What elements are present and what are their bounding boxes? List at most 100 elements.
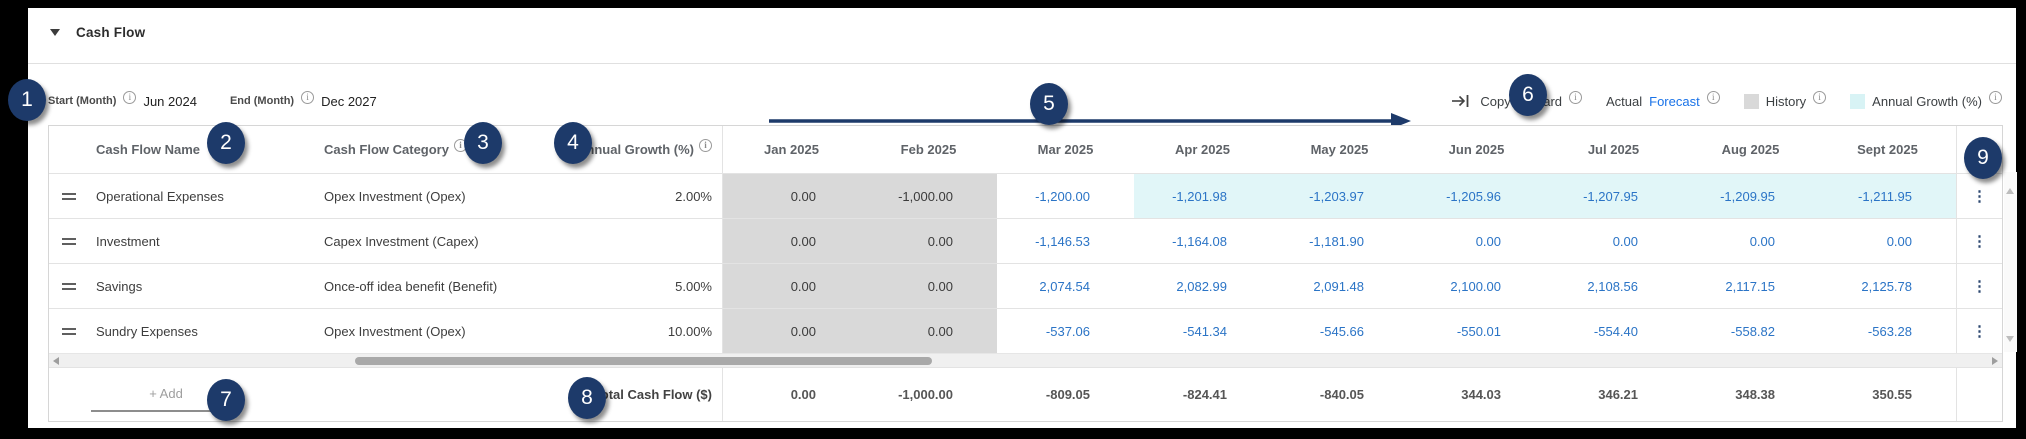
info-icon[interactable]: [123, 90, 137, 104]
drag-handle-icon[interactable]: [62, 282, 76, 290]
month-column-header: Jan 2025: [764, 142, 819, 157]
category-header-label: Cash Flow Category: [324, 142, 449, 157]
month-column-header: Mar 2025: [1037, 142, 1094, 157]
value-cell[interactable]: -563.28: [1867, 323, 1912, 339]
value-cell[interactable]: 2,108.56: [1587, 278, 1638, 294]
cash-flow-category-cell[interactable]: Capex Investment (Capex): [324, 233, 479, 249]
month-column-header: Sept 2025: [1857, 142, 1918, 157]
cash-flow-panel: Cash Flow Start (Month) Jun 2024 End (Mo…: [8, 8, 2017, 428]
scroll-up-arrow-icon[interactable]: [2006, 188, 2014, 194]
info-icon[interactable]: [1813, 90, 1827, 104]
value-cell[interactable]: -1,207.95: [1545, 174, 1682, 218]
value-cell[interactable]: -554.40: [1593, 323, 1638, 339]
value-cell[interactable]: 2,125.78: [1861, 278, 1912, 294]
value-cell[interactable]: 2,100.00: [1450, 278, 1501, 294]
value-cell[interactable]: -1,146.53: [1035, 233, 1090, 249]
growth-header-label: Annual Growth (%): [577, 142, 694, 157]
month-column-header: Jul 2025: [1587, 142, 1640, 157]
cash-flow-table: Cash Flow Name Cash Flow Category Annual…: [48, 125, 2003, 422]
add-cash-flow-button[interactable]: + Add: [91, 378, 241, 412]
kebab-icon[interactable]: [1972, 324, 1987, 339]
history-swatch: [1743, 93, 1759, 109]
annotation-badge-6: 6: [1509, 74, 1547, 116]
value-cell[interactable]: -545.66: [1319, 323, 1364, 339]
annual-growth-cell[interactable]: 10.00%: [571, 309, 723, 353]
value-cell[interactable]: -550.01: [1456, 323, 1501, 339]
month-column-header: Aug 2025: [1721, 142, 1780, 157]
value-cell: 0.00: [723, 264, 860, 308]
value-cell[interactable]: 2,082.99: [1176, 278, 1227, 294]
forecast-toggle[interactable]: Forecast: [1649, 93, 1700, 109]
start-month-value[interactable]: Jun 2024: [143, 93, 197, 109]
value-cell[interactable]: 0.00: [1475, 233, 1501, 249]
info-icon[interactable]: [699, 139, 712, 152]
date-range-controls: Start (Month) Jun 2024 End (Month) Dec 2…: [48, 88, 403, 114]
end-month-label: End (Month): [229, 95, 295, 107]
value-cell: 0.00: [860, 309, 997, 353]
value-cell: 0.00: [723, 309, 860, 353]
horizontal-scroll-thumb[interactable]: [355, 357, 932, 365]
vertical-scrollbar[interactable]: [2004, 172, 2017, 352]
value-cell[interactable]: -537.06: [1045, 323, 1090, 339]
scroll-left-arrow-icon[interactable]: [53, 357, 59, 365]
cash-flow-name-cell[interactable]: Operational Expenses: [96, 188, 224, 204]
actual-toggle[interactable]: Actual: [1606, 93, 1643, 109]
value-cell[interactable]: 2,091.48: [1313, 278, 1364, 294]
row-menu-cell: [1956, 174, 2002, 218]
drag-handle-icon[interactable]: [62, 192, 76, 200]
scroll-down-arrow-icon[interactable]: [2006, 336, 2014, 342]
total-value-cell: -1,000.00: [898, 387, 953, 402]
row-menu-cell: [1956, 309, 2002, 353]
info-icon[interactable]: [1569, 90, 1582, 104]
history-legend-label: History: [1765, 93, 1807, 109]
cash-flow-category-cell[interactable]: Opex Investment (Opex): [324, 323, 466, 339]
section-title: Cash Flow: [76, 24, 146, 40]
total-cash-flow-label: Total Cash Flow ($): [571, 368, 723, 421]
collapse-caret-icon[interactable]: [50, 28, 60, 36]
cash-flow-category-cell[interactable]: Once-off idea benefit (Benefit): [324, 278, 498, 294]
total-value-cell: 350.55: [1872, 387, 1912, 402]
value-cell[interactable]: -558.82: [1730, 323, 1775, 339]
cash-flow-name-cell[interactable]: Savings: [96, 278, 143, 294]
info-icon[interactable]: [1706, 90, 1720, 104]
kebab-icon[interactable]: [1972, 234, 1987, 249]
value-cell[interactable]: 0.00: [1886, 233, 1912, 249]
horizontal-scrollbar[interactable]: [49, 353, 2002, 367]
annual-growth-cell[interactable]: 2.00%: [571, 174, 723, 218]
kebab-icon[interactable]: [1972, 279, 1987, 294]
table-header-row: Cash Flow Name Cash Flow Category Annual…: [49, 126, 2002, 173]
value-cell: 0.00: [723, 174, 860, 218]
value-cell[interactable]: 2,117.15: [1725, 278, 1775, 294]
cash-flow-name-cell[interactable]: Investment: [96, 233, 160, 249]
scroll-right-arrow-icon[interactable]: [1992, 357, 1998, 365]
value-cell[interactable]: 2,074.54: [1039, 278, 1090, 294]
value-cell[interactable]: 0.00: [1749, 233, 1775, 249]
annotation-badge-8: 8: [568, 377, 606, 419]
total-value-cell: -840.05: [1319, 387, 1364, 402]
cash-flow-name-cell[interactable]: Sundry Expenses: [96, 323, 198, 339]
value-cell[interactable]: -1,201.98: [1134, 174, 1271, 218]
annual-growth-cell[interactable]: 5.00%: [571, 264, 723, 308]
value-cell[interactable]: -541.34: [1182, 323, 1227, 339]
value-cell[interactable]: -1,211.95: [1819, 174, 1956, 218]
value-cell[interactable]: -1,205.96: [1408, 174, 1545, 218]
drag-handle-icon[interactable]: [62, 237, 76, 245]
info-icon[interactable]: [1989, 90, 2002, 104]
table-row: Savings Once-off idea benefit (Benefit) …: [49, 263, 2002, 308]
copy-forward-icon: [1452, 95, 1469, 107]
annual-growth-cell[interactable]: [571, 219, 723, 263]
cash-flow-category-cell[interactable]: Opex Investment (Opex): [324, 188, 466, 204]
value-cell[interactable]: 0.00: [1612, 233, 1638, 249]
value-cell[interactable]: -1,203.97: [1271, 174, 1408, 218]
value-cell[interactable]: -1,209.95: [1682, 174, 1819, 218]
value-cell[interactable]: -1,181.90: [1309, 233, 1364, 249]
end-month-value[interactable]: Dec 2027: [321, 93, 377, 109]
value-cell[interactable]: -1,164.08: [1172, 233, 1227, 249]
drag-handle-icon[interactable]: [62, 327, 76, 335]
add-cell: + Add: [86, 368, 321, 421]
kebab-icon[interactable]: [1972, 189, 1987, 204]
value-cell[interactable]: -1,200.00: [1035, 188, 1090, 204]
value-cell: 0.00: [860, 219, 997, 263]
info-icon[interactable]: [301, 90, 315, 104]
